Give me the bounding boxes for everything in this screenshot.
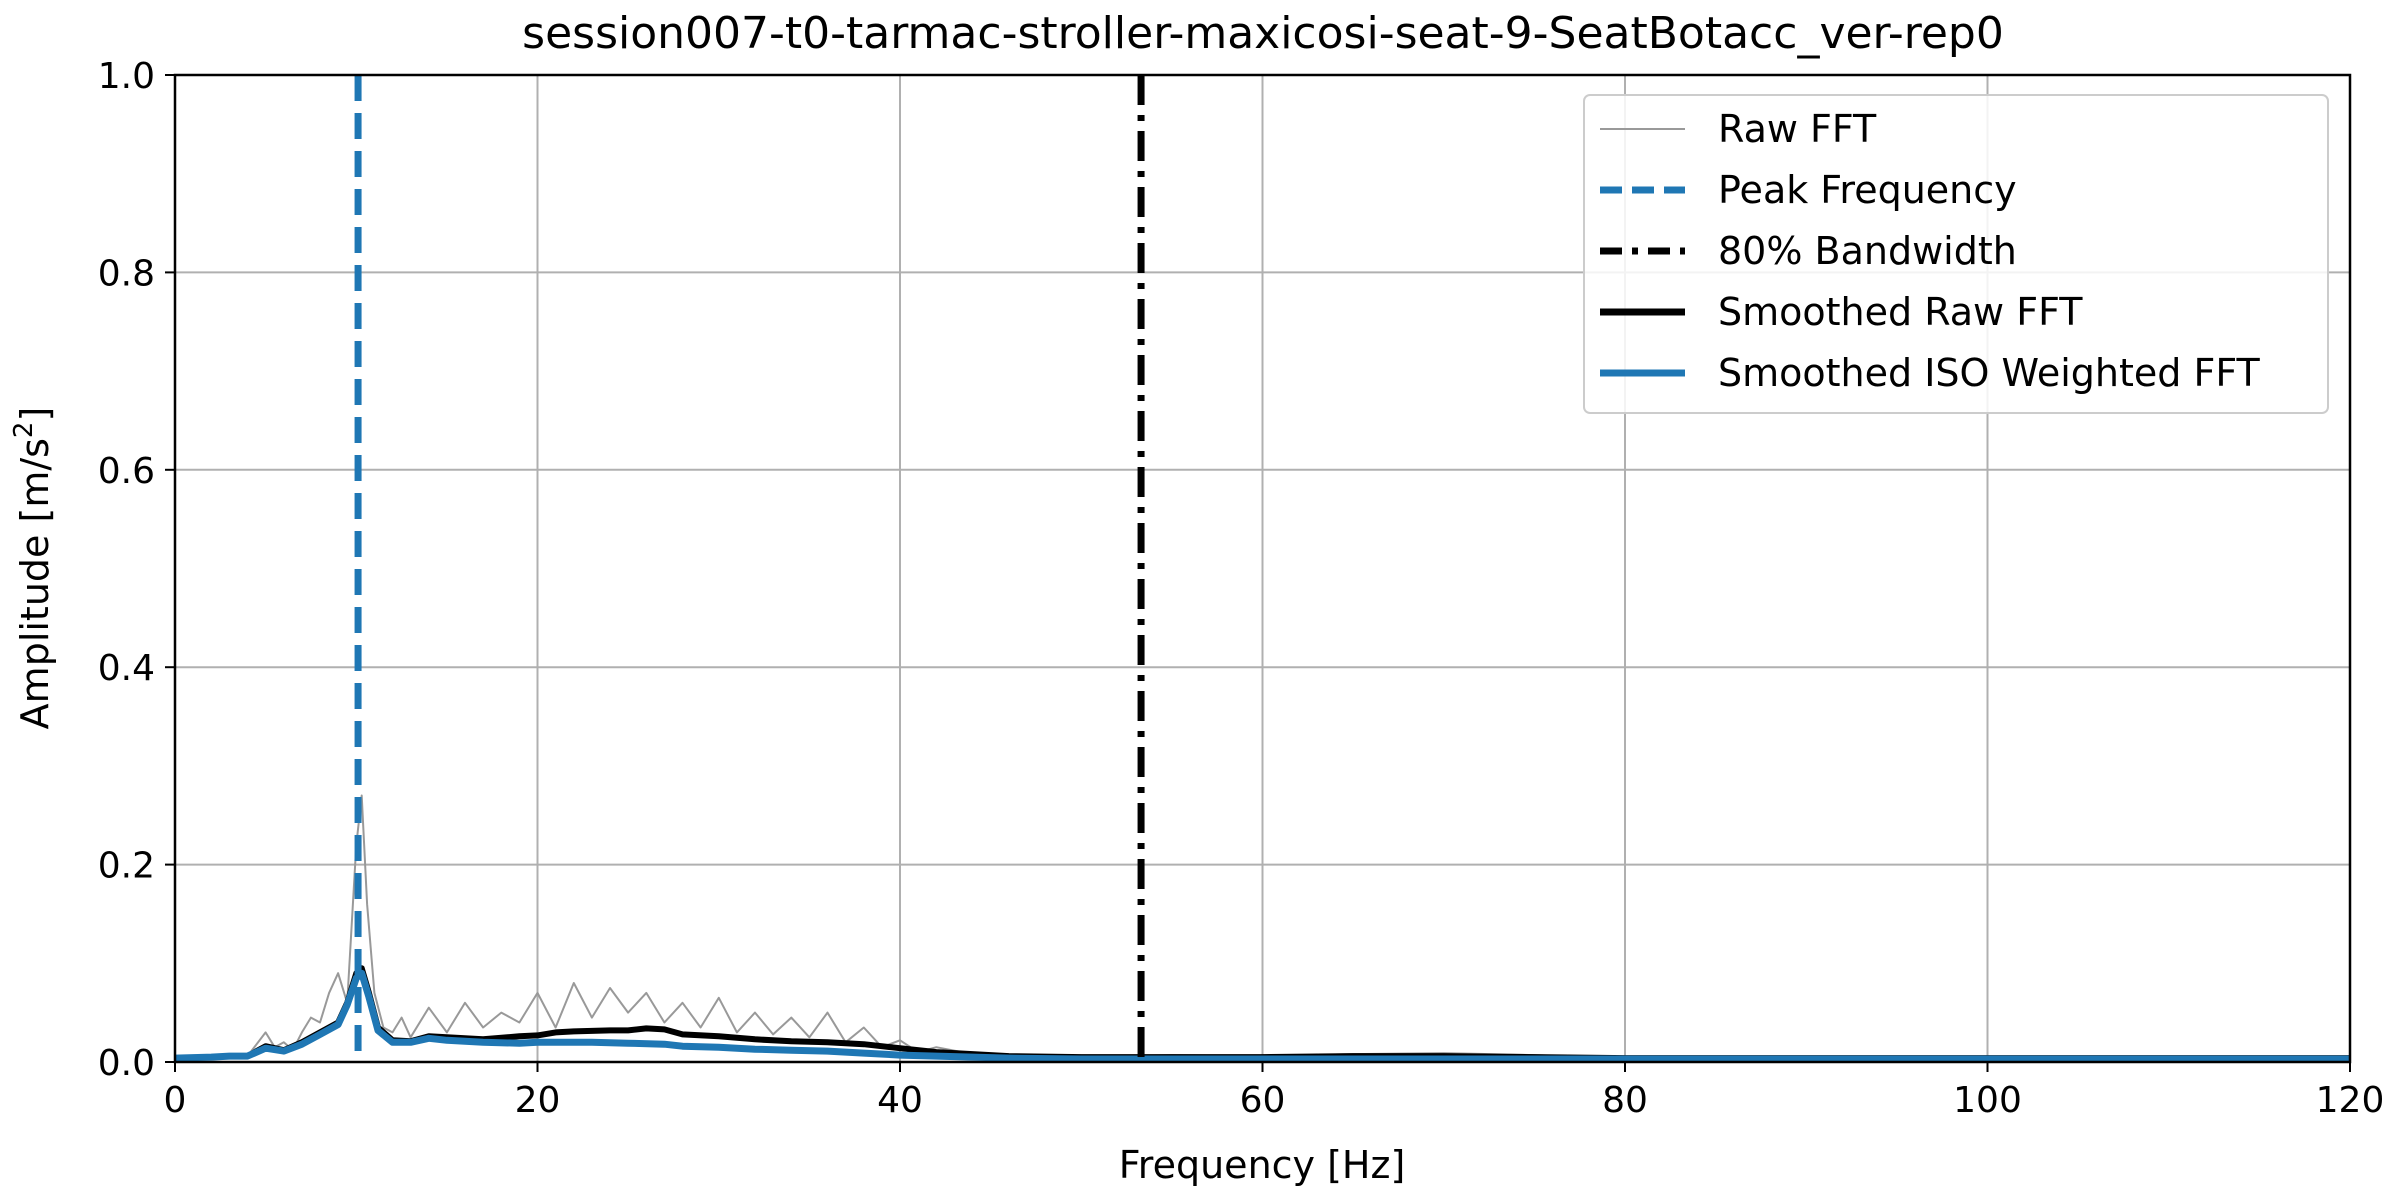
y-axis-label: Amplitude [m/s2] (9, 407, 57, 730)
legend-box (1583, 94, 2329, 414)
y-tick-label: 0.6 (98, 451, 155, 492)
y-tick-label: 0.0 (98, 1043, 155, 1084)
x-tick-label: 80 (1602, 1080, 1648, 1121)
legend-label: Raw FFT (1718, 107, 1877, 151)
chart-title: session007-t0-tarmac-stroller-maxicosi-s… (522, 8, 2004, 59)
legend-label: Peak Frequency (1718, 168, 2017, 212)
y-tick-label: 1.0 (98, 56, 155, 97)
legend-label: Smoothed ISO Weighted FFT (1718, 351, 2261, 395)
plot-area (175, 75, 2350, 1062)
x-tick-label: 100 (1953, 1080, 2022, 1121)
y-tick-label: 0.8 (98, 253, 155, 294)
smoothed-iso-fft-line (175, 969, 2350, 1062)
x-tick-label: 20 (515, 1080, 561, 1121)
legend-label: Smoothed Raw FFT (1718, 290, 2083, 334)
x-tick-label: 0 (164, 1080, 187, 1121)
x-tick-label: 40 (877, 1080, 923, 1121)
x-tick-label: 120 (2316, 1080, 2385, 1121)
y-axis-ticks: 0.0 0.2 0.4 0.6 0.8 1.0 (98, 56, 175, 1084)
x-axis-ticks: 0 20 40 60 80 100 120 (164, 1062, 2385, 1121)
legend: Raw FFT Peak Frequency 80% Bandwidth Smooth… (1583, 94, 2329, 414)
legend-label: 80% Bandwidth (1718, 229, 2017, 273)
x-tick-label: 60 (1240, 1080, 1286, 1121)
x-axis-label: Frequency [Hz] (1119, 1143, 1406, 1187)
y-tick-label: 0.4 (98, 648, 155, 689)
y-tick-label: 0.2 (98, 846, 155, 887)
